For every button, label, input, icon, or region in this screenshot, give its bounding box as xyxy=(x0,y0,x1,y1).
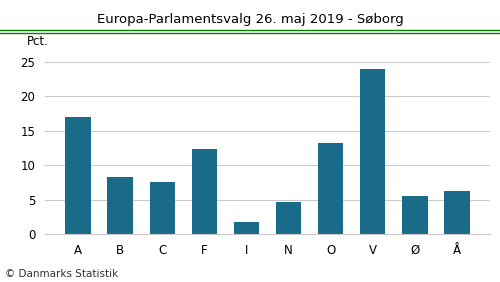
Bar xyxy=(276,202,301,234)
Text: © Danmarks Statistik: © Danmarks Statistik xyxy=(5,269,118,279)
Bar xyxy=(318,142,344,234)
Bar xyxy=(150,182,175,234)
Bar xyxy=(65,117,90,234)
Text: Europa-Parlamentsvalg 26. maj 2019 - Søborg: Europa-Parlamentsvalg 26. maj 2019 - Søb… xyxy=(96,13,404,26)
Bar xyxy=(234,222,259,234)
Bar xyxy=(192,149,217,234)
Bar xyxy=(360,69,386,234)
Bar xyxy=(444,191,470,234)
Bar xyxy=(108,177,132,234)
Text: Pct.: Pct. xyxy=(27,35,49,48)
Bar xyxy=(402,196,427,234)
